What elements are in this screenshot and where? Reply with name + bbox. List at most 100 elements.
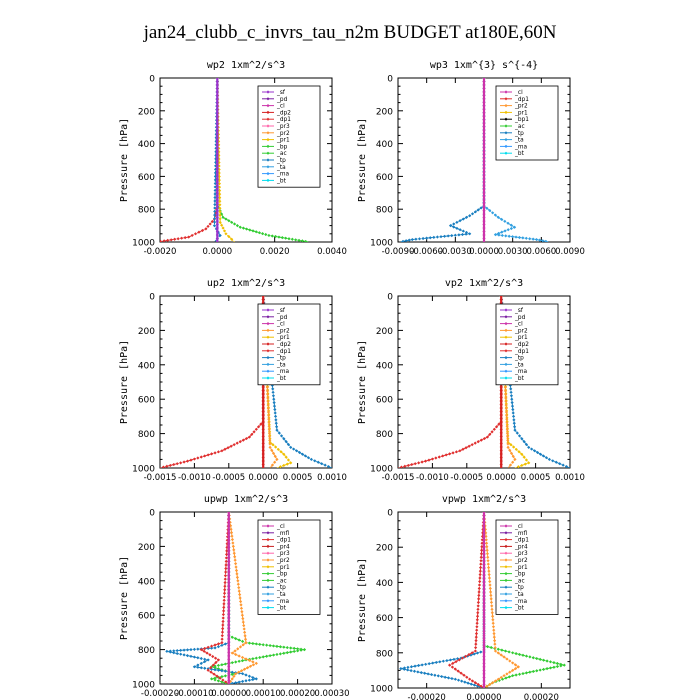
legend-label: _ma xyxy=(276,369,290,375)
legend-label: _ma xyxy=(276,172,290,178)
series-markers-dp1 xyxy=(448,512,486,688)
legend-marker xyxy=(504,328,508,332)
legend-label: _sf xyxy=(276,308,286,314)
legend-label: _dp1 xyxy=(276,538,291,544)
legend-marker xyxy=(266,158,270,162)
legend-label: _bt xyxy=(514,151,525,157)
legend-label: _sf xyxy=(514,308,524,314)
legend-label: _ac xyxy=(276,151,287,157)
panel-subtitle: wp3 1xm^{3} s^{-4} xyxy=(430,60,538,71)
x-tick-label: 0.0000 xyxy=(469,247,499,257)
series-markers-tp xyxy=(212,78,222,241)
y-tick-label: 600 xyxy=(376,396,393,406)
legend-marker xyxy=(504,565,508,569)
series-markers-cl xyxy=(227,512,231,683)
y-axis-label: Pressure [hPa] xyxy=(119,340,130,424)
series-group xyxy=(165,512,307,684)
series-line-dp1 xyxy=(160,296,264,468)
legend-label: _ma xyxy=(276,599,290,605)
legend-label: _ma xyxy=(514,599,528,605)
y-tick-label: 800 xyxy=(138,646,155,656)
series-markers-tp xyxy=(399,512,486,688)
legend-label: _ma xyxy=(514,144,528,150)
legend-marker xyxy=(266,578,270,582)
legend-label: _cl xyxy=(276,524,285,530)
legend-label: _dp1 xyxy=(514,349,529,355)
legend-label: _ta xyxy=(514,138,524,144)
legend-marker xyxy=(266,322,270,326)
legend-marker xyxy=(266,369,270,373)
series-line-dp1 xyxy=(398,296,502,468)
x-tick-label: 0.00000 xyxy=(466,693,501,700)
y-tick-label: 1000 xyxy=(370,465,393,475)
y-tick-label: 200 xyxy=(138,327,155,337)
legend-label: _tp xyxy=(514,356,524,362)
legend-label: _bp1 xyxy=(514,117,529,123)
y-tick-label: 200 xyxy=(376,107,393,117)
legend-label: _pr1 xyxy=(514,335,528,341)
legend-label: _bt xyxy=(276,376,287,382)
legend-label: _ac xyxy=(276,578,287,584)
series-group xyxy=(160,78,310,242)
y-tick-label: 1000 xyxy=(370,239,393,249)
panel-subtitle: up2 1xm^2/s^3 xyxy=(207,278,285,289)
x-tick-label: 0.0060 xyxy=(526,247,556,257)
legend-marker xyxy=(504,308,508,312)
legend-label: _cl xyxy=(514,524,523,530)
y-tick-label: 600 xyxy=(138,396,155,406)
legend-label: _dp2 xyxy=(276,110,291,116)
x-tick-label: -0.0015 xyxy=(382,473,415,483)
x-tick-label: -0.00020 xyxy=(141,689,179,699)
legend-marker xyxy=(504,538,508,542)
panel-1: wp2 1xm^2/s^3 0 200 400 600 800 1000-0.0020 0.0… xyxy=(119,60,347,257)
legend-marker xyxy=(504,322,508,326)
legend-marker xyxy=(504,110,508,114)
legend-label: _ma xyxy=(514,369,528,375)
x-tick-label: 0.0000 xyxy=(486,473,516,483)
x-tick-label: -0.0005 xyxy=(212,473,245,483)
y-tick-label: 200 xyxy=(138,543,155,553)
legend-label: _ta xyxy=(276,592,286,598)
legend-marker xyxy=(504,349,508,353)
legend-marker xyxy=(266,356,270,360)
series-line-tp xyxy=(399,78,485,242)
legend-marker xyxy=(504,131,508,135)
legend-label: _cl xyxy=(514,322,523,328)
y-tick-label: 800 xyxy=(138,430,155,440)
x-tick-label: 0.0010 xyxy=(317,473,347,483)
legend-label: _pr1 xyxy=(514,110,528,116)
legend-marker xyxy=(504,592,508,596)
legend-marker xyxy=(266,376,270,380)
legend-marker xyxy=(504,117,508,121)
legend-label: _cl xyxy=(276,322,285,328)
legend-marker xyxy=(266,606,270,610)
legend-label: _bp xyxy=(514,572,526,578)
y-tick-label: 400 xyxy=(376,140,393,150)
legend-label: _dp1 xyxy=(276,349,291,355)
legend-label: _pr2 xyxy=(514,328,528,334)
series-group xyxy=(399,512,566,688)
legend-box xyxy=(257,85,321,188)
x-tick-label: -0.0030 xyxy=(439,247,472,257)
legend-marker xyxy=(266,335,270,339)
y-axis-label: Pressure [hPa] xyxy=(357,340,368,424)
legend-marker xyxy=(504,585,508,589)
series-markers-cl xyxy=(482,512,486,687)
legend-label: _pr3 xyxy=(276,551,290,557)
x-tick-label: 0.00000 xyxy=(211,689,246,699)
y-tick-label: 200 xyxy=(138,107,155,117)
legend-label: _bt xyxy=(514,376,525,382)
x-tick-label: 0.00010 xyxy=(246,689,281,699)
legend-label: _ta xyxy=(514,592,524,598)
x-tick-label: 0.00030 xyxy=(314,689,349,699)
x-tick-label: 0.0000 xyxy=(202,247,232,257)
legend-marker xyxy=(266,328,270,332)
legend-marker xyxy=(266,110,270,114)
y-tick-label: 400 xyxy=(138,577,155,587)
x-tick-label: -0.0060 xyxy=(410,247,443,257)
legend-label: _tp xyxy=(276,585,286,591)
legend-marker xyxy=(504,599,508,603)
legend-marker xyxy=(266,165,270,169)
legend-label: _pr2 xyxy=(276,131,290,137)
